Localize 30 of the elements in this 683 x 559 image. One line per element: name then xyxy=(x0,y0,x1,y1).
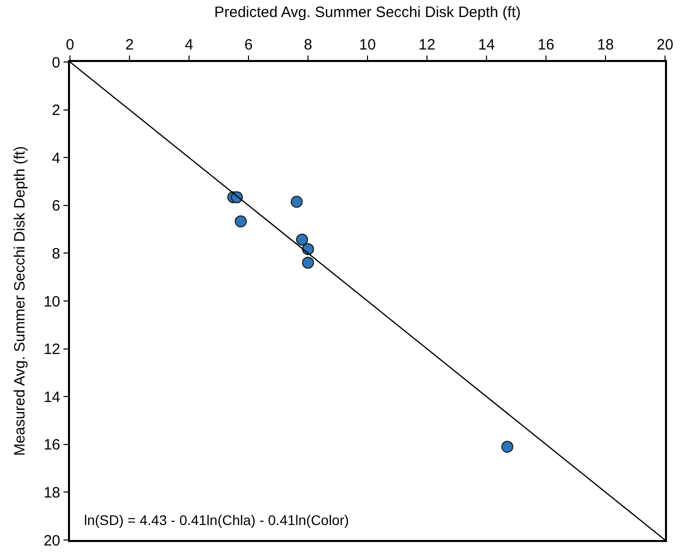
annotation: ln(SD) = 4.43 - 0.41ln(Chla) - 0.41ln(Color) xyxy=(84,512,349,528)
x-tick-label: 2 xyxy=(125,36,134,54)
x-tick-label: 18 xyxy=(597,36,614,54)
y-tick-label: 18 xyxy=(44,484,60,502)
point xyxy=(234,215,247,228)
y-tick-label: 8 xyxy=(52,245,60,262)
y-tick-label: 12 xyxy=(44,341,60,358)
y-tick-label: 6 xyxy=(52,198,60,215)
x-tick-label: 4 xyxy=(184,36,194,54)
y-tick-label: 20 xyxy=(44,532,60,550)
y-axis-title: Measured Avg. Summer Secchi Disk Depth (ft) xyxy=(11,146,28,456)
x-tick-label: 0 xyxy=(66,36,74,54)
point xyxy=(290,196,303,208)
x-tick-label: 8 xyxy=(304,36,312,54)
x-tick-label: 10 xyxy=(359,36,376,54)
x-tick-label: 16 xyxy=(538,36,554,54)
point xyxy=(501,440,514,453)
point xyxy=(296,234,308,246)
y-tick-label: 0 xyxy=(52,54,60,72)
y-tick-label: 4 xyxy=(52,150,60,167)
x-axis-title: Predicted Avg. Summer Secchi Disk Depth (ft) xyxy=(214,4,521,21)
x-tick-label: 12 xyxy=(418,36,436,54)
x-tick-label: 14 xyxy=(478,36,495,54)
y-tick-label: 10 xyxy=(44,293,60,310)
point xyxy=(302,256,314,269)
y-tick-label: 2 xyxy=(52,102,60,120)
y-tick-label: 14 xyxy=(44,388,60,406)
x-tick-label: 20 xyxy=(656,36,674,54)
x-tick-label: 6 xyxy=(244,36,253,54)
y-tick-label: 16 xyxy=(44,436,60,454)
